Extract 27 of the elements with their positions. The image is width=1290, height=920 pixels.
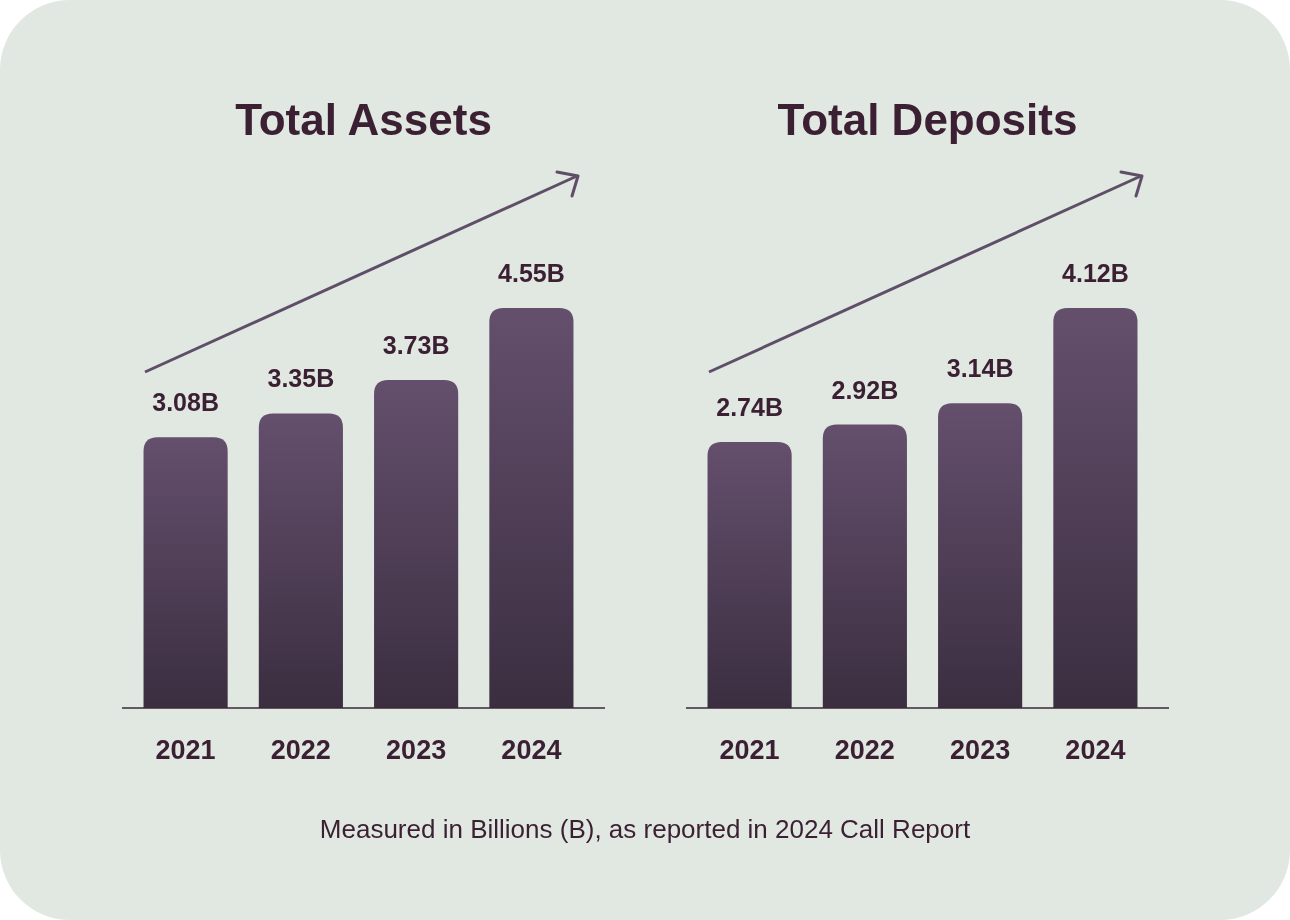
bar xyxy=(707,441,792,708)
data-label: 2.92B xyxy=(831,375,899,404)
data-label: 3.08B xyxy=(152,388,219,417)
data-label: 4.55B xyxy=(498,259,565,287)
bar xyxy=(1053,308,1138,708)
bar xyxy=(143,437,228,708)
x-tick-label: 2024 xyxy=(1065,735,1126,765)
data-label: 3.73B xyxy=(382,331,450,360)
x-tick-label: 2022 xyxy=(834,735,895,765)
bar xyxy=(258,413,343,708)
x-tick-label: 2023 xyxy=(950,735,1011,765)
bar xyxy=(489,308,574,708)
data-label: 4.12B xyxy=(1062,259,1129,287)
bar xyxy=(938,403,1023,708)
chart-title: Total Deposits xyxy=(777,95,1078,144)
x-tick-label: 2021 xyxy=(719,735,780,765)
bar xyxy=(822,424,907,708)
x-tick-label: 2023 xyxy=(386,735,447,765)
text: Measured in Billions (B), as reported in 2024 Call Report xyxy=(319,814,971,844)
data-label: 3.14B xyxy=(946,354,1014,383)
x-tick-label: 2021 xyxy=(155,735,216,765)
chart-title: Total Assets xyxy=(235,95,492,144)
x-tick-label: 2024 xyxy=(501,735,562,765)
data-label: 3.35B xyxy=(267,364,335,393)
bar xyxy=(374,380,459,708)
x-tick-label: 2022 xyxy=(270,735,331,765)
data-label: 2.74B xyxy=(716,392,783,421)
